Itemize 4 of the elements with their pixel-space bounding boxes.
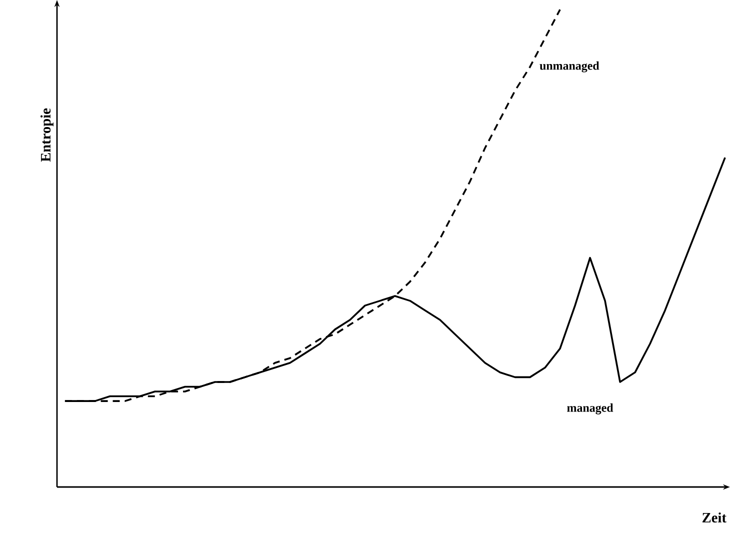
x-axis-title: Zeit [702, 512, 726, 523]
y-axis-title: Entropie [40, 108, 54, 162]
series-label: managed [567, 403, 614, 414]
series-label: unmanaged [540, 61, 600, 72]
